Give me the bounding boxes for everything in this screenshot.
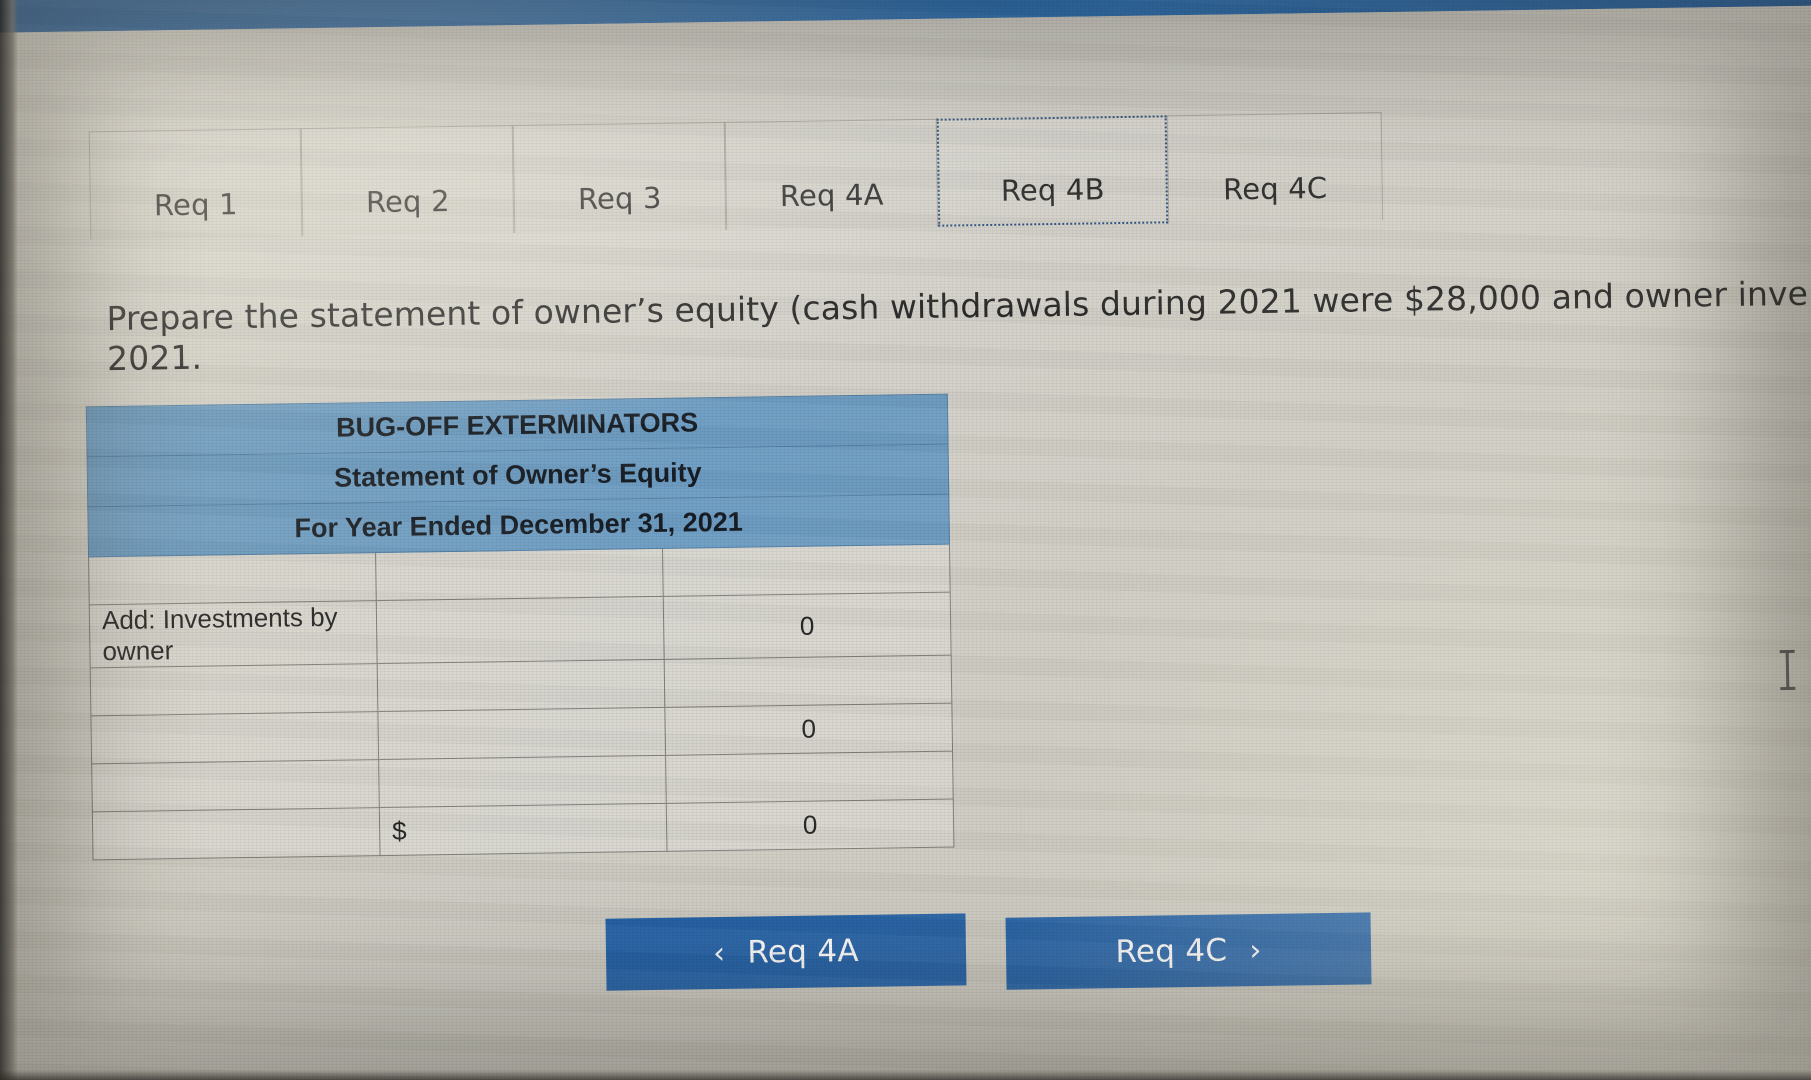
text-cursor-icon (1778, 649, 1797, 691)
owners-equity-worksheet: BUG-OFF EXTERMINATORS Statement of Owner… (86, 394, 955, 861)
question-prompt: Prepare the statement of owner’s equity … (106, 273, 1809, 379)
tab-label: Req 1 (153, 187, 238, 223)
row-value-cell[interactable]: 0 (664, 703, 953, 756)
next-requirement-label: Req 4C (1115, 932, 1228, 971)
row-currency-cell[interactable] (378, 755, 667, 808)
row-currency-cell[interactable] (375, 548, 664, 601)
tab-req-2[interactable]: Req 2 (300, 125, 515, 237)
row-value-cell[interactable]: 0 (666, 799, 954, 852)
tab-req-4a[interactable]: Req 4A (724, 118, 939, 230)
requirement-tabs: Req 1 Req 2 Req 3 Req 4A Req 4B Req 4C (88, 106, 1790, 240)
chevron-left-icon: ‹ (712, 935, 726, 971)
row-currency-cell[interactable] (377, 659, 665, 712)
next-requirement-button[interactable]: Req 4C › (1005, 912, 1372, 990)
tab-label: Req 3 (577, 180, 662, 217)
tab-label: Req 2 (365, 183, 450, 220)
tab-req-1[interactable]: Req 1 (88, 128, 303, 240)
row-currency-cell[interactable] (377, 707, 666, 760)
row-currency-cell[interactable]: $ (379, 803, 667, 856)
tab-req-3[interactable]: Req 3 (512, 121, 727, 234)
chevron-right-icon: › (1249, 932, 1262, 968)
monitor-bezel-bottom (0, 1070, 1811, 1080)
prev-requirement-button[interactable]: ‹ Req 4A (605, 913, 967, 991)
row-value-cell[interactable]: 0 (663, 592, 952, 660)
row-value-cell[interactable] (662, 544, 951, 597)
row-label-cell[interactable] (90, 711, 379, 764)
tab-label: Req 4B (1000, 172, 1105, 208)
row-label-cell[interactable]: Add: Investments by owner (89, 600, 378, 668)
row-value-cell[interactable] (664, 655, 952, 708)
row-label-cell[interactable] (91, 759, 380, 812)
row-currency-cell[interactable] (376, 596, 665, 664)
question-content-panel: Req 1 Req 2 Req 3 Req 4A Req 4B Req 4C (0, 5, 1811, 1080)
monitor-bezel-left (0, 0, 18, 1080)
row-label-cell[interactable] (92, 807, 381, 860)
tab-req-4c[interactable]: Req 4C (1166, 112, 1384, 224)
row-value-cell[interactable] (665, 751, 954, 804)
row-label-cell[interactable] (88, 552, 377, 605)
tab-label: Req 4A (779, 177, 884, 214)
prev-requirement-label: Req 4A (747, 932, 860, 971)
tab-req-4b[interactable]: Req 4B (936, 115, 1169, 227)
row-label-cell[interactable] (90, 663, 378, 716)
tab-label: Req 4C (1222, 170, 1328, 207)
